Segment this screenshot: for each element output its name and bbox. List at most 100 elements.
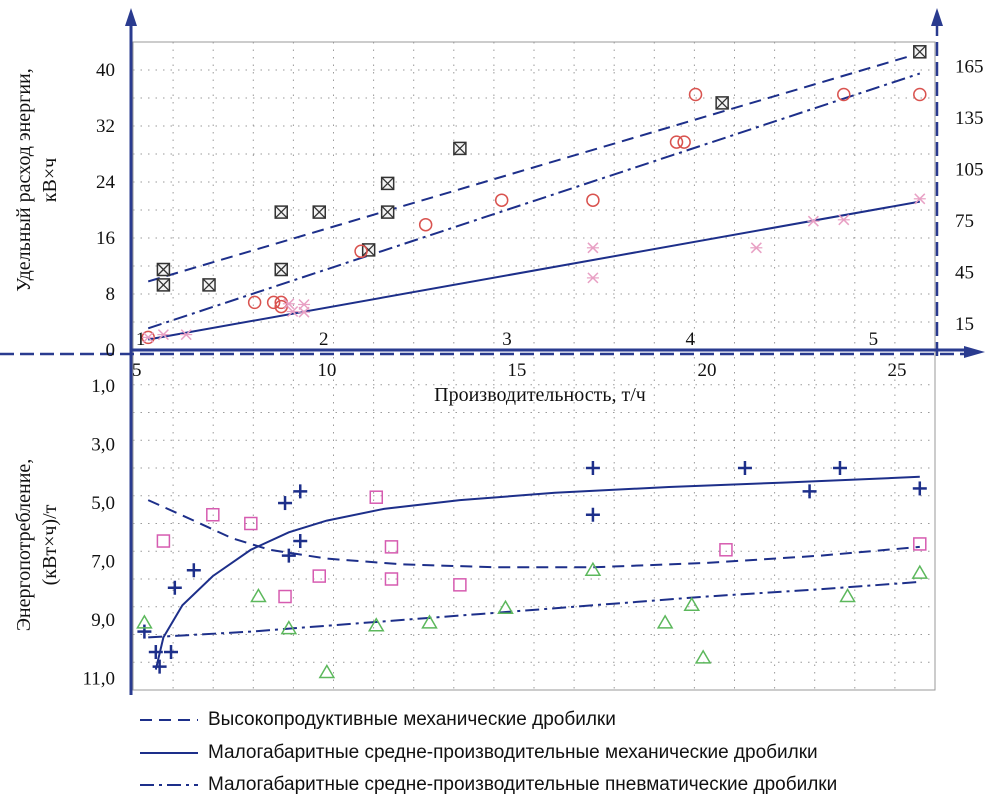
marker-boxed-x [715, 96, 729, 110]
x-tick-label: 10 [317, 360, 336, 381]
bottom-ylabel-line1: Энергопотребление, [13, 459, 35, 632]
marker-circle [274, 299, 288, 314]
marker-triangle [911, 564, 929, 579]
top-right-tick-label: 135 [955, 108, 984, 129]
top-right-tick-label: 15 [955, 314, 974, 335]
top-y-axis-label: Удельный расход энергии, кВ×ч [13, 68, 61, 291]
marker-asterisk [142, 331, 155, 343]
trend-line-solid [148, 200, 920, 341]
legend-line-solid [140, 752, 198, 754]
top-left-tick-label: 32 [96, 116, 115, 137]
marker-asterisk [286, 305, 299, 318]
marker-square [156, 534, 171, 548]
legend-label-dashdot: Малогабаритные средне-производительные п… [208, 774, 838, 795]
bottom-y-tick-label: 1,0 [91, 376, 115, 397]
marker-plus [293, 484, 308, 499]
legend-line-dashed [140, 719, 198, 721]
bottom-curve-dashed [147, 499, 920, 569]
marker-square [206, 507, 220, 522]
marker-plus [585, 461, 600, 475]
marker-circle [837, 87, 851, 102]
marker-square [278, 589, 292, 604]
marker-plus [802, 484, 817, 499]
marker-plus [167, 580, 182, 595]
marker-boxed-x [380, 205, 395, 219]
marker-square [384, 572, 399, 586]
marker-circle [677, 135, 691, 149]
bottom-curve-dashdot [148, 580, 920, 639]
marker-asterisk [157, 329, 170, 341]
marker-asterisk [807, 215, 820, 227]
marker-triangle [250, 588, 267, 603]
axes [0, 8, 985, 695]
top-left-tick-label: 8 [106, 284, 116, 305]
marker-circle [354, 244, 368, 259]
marker-asterisk [586, 242, 599, 254]
marker-plus [186, 563, 201, 578]
left-y-axis-arrow [125, 8, 137, 26]
marker-asterisk [837, 214, 850, 226]
marker-boxed-x [913, 45, 927, 59]
marker-triangle [497, 599, 514, 614]
secondary-x-tick-label: 4 [685, 329, 695, 350]
marker-triangle [367, 617, 385, 632]
marker-plus [281, 548, 296, 563]
marker-circle [247, 295, 262, 310]
marker-triangle [280, 620, 298, 635]
x-tick-label: 25 [887, 360, 906, 381]
secondary-x-tick-label: 5 [869, 329, 879, 350]
marker-asterisk [586, 272, 599, 284]
marker-asterisk [180, 329, 193, 341]
top-ylabel-line2: кВ×ч [39, 158, 61, 202]
marker-circle [418, 217, 433, 232]
x-tick-label: 15 [507, 360, 526, 381]
marker-boxed-x [156, 262, 171, 277]
secondary-x-tick-label: 2 [319, 329, 329, 350]
bottom-y-tick-label: 9,0 [91, 610, 115, 631]
secondary-x-tick-label: 1 [136, 329, 146, 350]
marker-plus [737, 461, 752, 475]
marker-triangle [694, 649, 712, 664]
marker-plus [832, 461, 847, 475]
marker-circle [669, 135, 684, 149]
marker-triangle [136, 614, 153, 629]
bottom-y-tick-label: 5,0 [91, 493, 115, 514]
bottom-y-tick-label: 11,0 [82, 668, 115, 689]
marker-circle [913, 87, 927, 102]
bottom-y-tick-label: 3,0 [91, 435, 115, 456]
marker-plus [585, 507, 600, 522]
marker-circle [266, 295, 281, 310]
legend-line-dashdot [140, 784, 198, 786]
marker-triangle [421, 614, 438, 629]
top-left-tick-label: 16 [96, 228, 115, 249]
marker-square [312, 569, 326, 583]
marker-triangle [683, 596, 701, 612]
bottom-y-tick-label: 7,0 [91, 551, 115, 572]
marker-square [244, 516, 258, 531]
marker-square [719, 543, 733, 557]
top-ylabel-line1: Удельный расход энергии, [13, 68, 35, 291]
top-left-tick-label: 0 [106, 340, 116, 361]
marker-square [913, 537, 927, 551]
trend-lines [147, 52, 921, 670]
marker-circle [688, 87, 703, 102]
x-tick-label: 5 [132, 360, 142, 381]
marker-triangle [584, 561, 602, 576]
marker-triangle [656, 614, 674, 629]
marker-boxed-x [202, 278, 216, 292]
top-left-tick-label: 24 [96, 172, 116, 193]
trend-line-dashed [147, 52, 921, 283]
marker-square [369, 490, 384, 504]
marker-asterisk [298, 306, 311, 318]
marker-plus [293, 534, 308, 549]
marker-square [384, 540, 399, 554]
marker-plus [278, 496, 293, 511]
top-left-tick-label: 40 [96, 60, 115, 81]
data-points [136, 45, 929, 679]
marker-asterisk [913, 193, 926, 205]
top-right-tick-label: 45 [955, 263, 974, 284]
bottom-curve-solid [154, 475, 920, 670]
top-right-tick-label: 105 [955, 160, 984, 181]
bottom-y-axis-label: Энергопотребление, (кВт×ч)/т [13, 459, 61, 632]
